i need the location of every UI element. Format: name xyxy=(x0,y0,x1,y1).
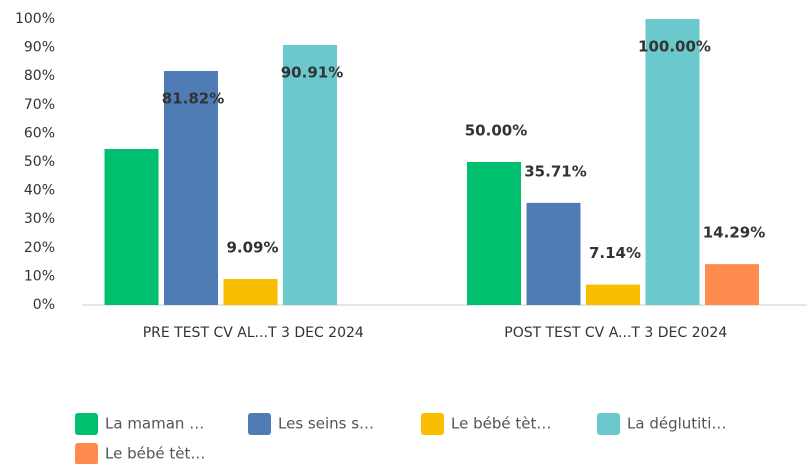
y-tick-label: 60% xyxy=(24,125,55,141)
y-tick-label: 20% xyxy=(24,240,55,256)
y-tick-label: 50% xyxy=(24,154,55,170)
y-tick-label: 10% xyxy=(24,268,55,284)
bar xyxy=(104,148,159,305)
legend-swatch xyxy=(75,413,98,435)
legend-label: Les seins s… xyxy=(278,415,374,433)
y-tick-label: 40% xyxy=(24,183,55,199)
x-tick-label: POST TEST CV A...T 3 DEC 2024 xyxy=(504,325,727,341)
x-tick-label: PRE TEST CV AL...T 3 DEC 2024 xyxy=(143,325,364,341)
data-label: 100.00% xyxy=(638,38,711,56)
data-label: 14.29% xyxy=(703,224,765,242)
y-tick-label: 30% xyxy=(24,211,55,227)
y-tick-label: 0% xyxy=(33,297,55,313)
legend-label: La déglutiti… xyxy=(627,415,726,433)
y-tick-label: 80% xyxy=(24,68,55,84)
y-tick-label: 100% xyxy=(15,11,55,27)
legend-swatch xyxy=(421,413,444,435)
data-label: 7.14% xyxy=(589,244,641,262)
bar xyxy=(645,19,700,305)
y-tick-label: 90% xyxy=(24,40,55,56)
bar xyxy=(705,264,759,305)
data-label: 81.82% xyxy=(162,89,224,107)
legend-label: Le bébé tèt… xyxy=(105,445,205,463)
bar xyxy=(223,279,278,305)
bar xyxy=(283,44,337,305)
legend-swatch xyxy=(597,413,620,435)
legend-label: La maman … xyxy=(105,415,204,433)
y-tick-label: 70% xyxy=(24,97,55,113)
data-label: 50.00% xyxy=(465,122,527,140)
legend-swatch xyxy=(248,413,271,435)
data-label: 90.91% xyxy=(281,63,343,81)
data-label: 35.71% xyxy=(524,162,586,180)
bar xyxy=(586,284,640,305)
bar xyxy=(164,70,218,305)
data-label: 9.09% xyxy=(226,239,278,257)
legend-swatch xyxy=(75,443,98,465)
bar xyxy=(467,162,521,305)
legend-label: Le bébé tèt… xyxy=(451,415,551,433)
bar xyxy=(526,202,581,305)
